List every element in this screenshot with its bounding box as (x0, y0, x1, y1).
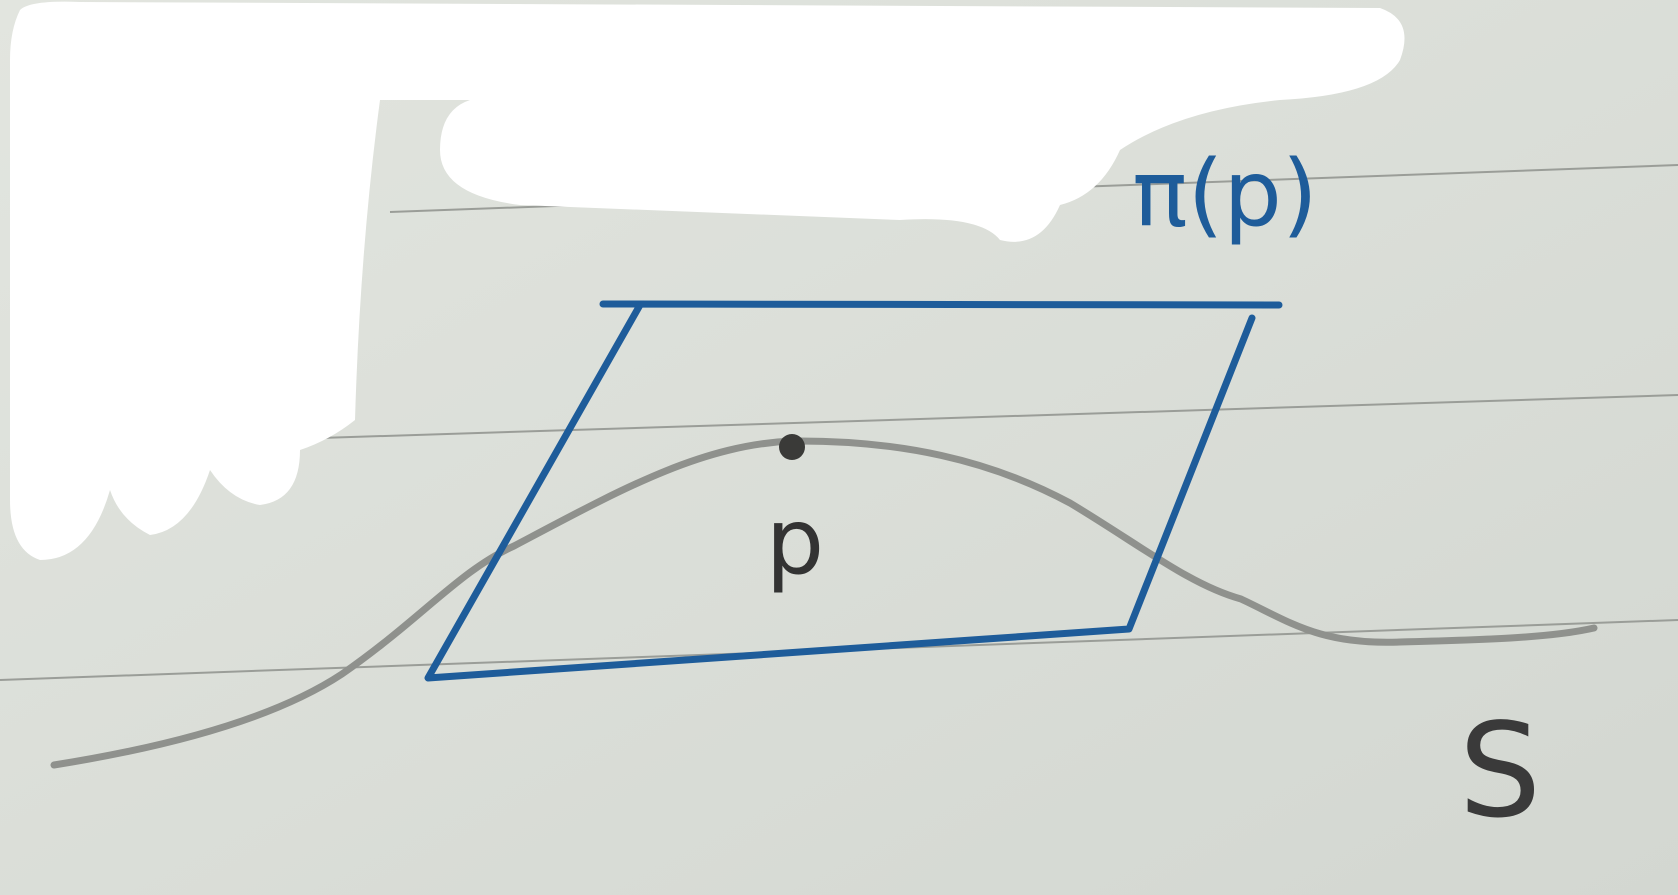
surface-label: S (1459, 695, 1542, 847)
tangent-plane (424, 300, 1283, 682)
plane-label: π(p) (1132, 140, 1318, 247)
redaction (10, 1, 1405, 560)
ruled-line (319, 394, 1678, 439)
surface-curve (50, 437, 1598, 769)
point-dot (779, 434, 805, 460)
point-label: p (766, 488, 824, 595)
